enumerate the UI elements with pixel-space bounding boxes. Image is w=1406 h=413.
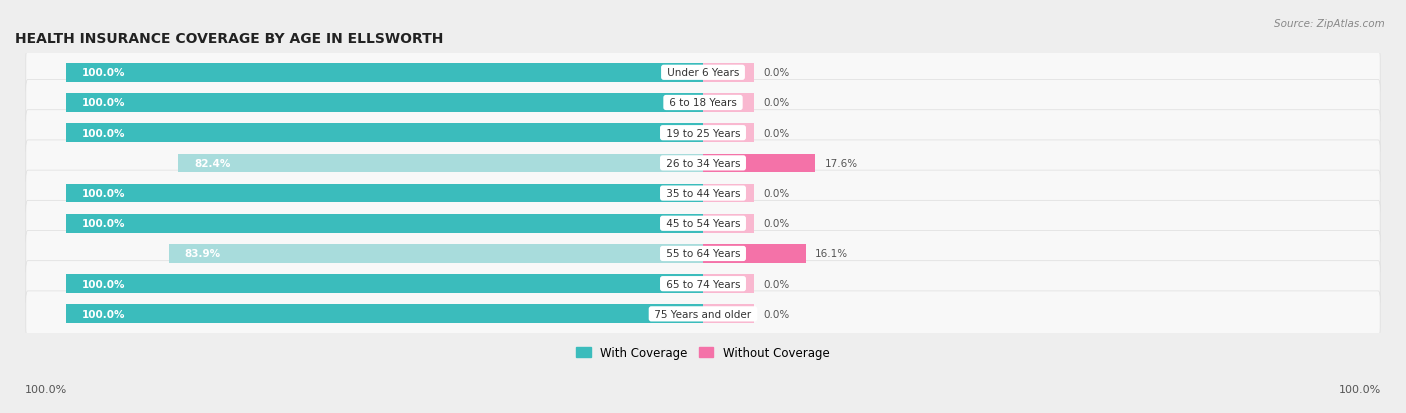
Text: 65 to 74 Years: 65 to 74 Years: [662, 279, 744, 289]
Bar: [169, 244, 703, 263]
Text: 0.0%: 0.0%: [763, 68, 790, 78]
Text: 75 Years and older: 75 Years and older: [651, 309, 755, 319]
Text: 35 to 44 Years: 35 to 44 Years: [662, 189, 744, 199]
FancyBboxPatch shape: [25, 261, 1381, 307]
Text: 100.0%: 100.0%: [82, 219, 125, 229]
Text: 26 to 34 Years: 26 to 34 Years: [662, 159, 744, 169]
Text: 100.0%: 100.0%: [82, 189, 125, 199]
Bar: [703, 124, 754, 143]
FancyBboxPatch shape: [25, 81, 1381, 126]
Text: 100.0%: 100.0%: [82, 68, 125, 78]
Bar: [66, 64, 703, 83]
Bar: [703, 64, 754, 83]
Bar: [66, 94, 703, 113]
Text: Source: ZipAtlas.com: Source: ZipAtlas.com: [1274, 19, 1385, 28]
Text: 0.0%: 0.0%: [763, 279, 790, 289]
FancyBboxPatch shape: [25, 140, 1381, 186]
Text: 0.0%: 0.0%: [763, 219, 790, 229]
FancyBboxPatch shape: [25, 231, 1381, 277]
Bar: [66, 305, 703, 323]
Text: 0.0%: 0.0%: [763, 98, 790, 108]
Text: 0.0%: 0.0%: [763, 128, 790, 138]
FancyBboxPatch shape: [25, 50, 1381, 96]
Bar: [703, 244, 806, 263]
Bar: [703, 305, 754, 323]
Text: 100.0%: 100.0%: [82, 128, 125, 138]
Bar: [703, 275, 754, 293]
FancyBboxPatch shape: [25, 110, 1381, 156]
Text: 100.0%: 100.0%: [82, 279, 125, 289]
Bar: [703, 94, 754, 113]
Text: 100.0%: 100.0%: [82, 309, 125, 319]
Text: 0.0%: 0.0%: [763, 189, 790, 199]
Bar: [66, 275, 703, 293]
Text: 6 to 18 Years: 6 to 18 Years: [666, 98, 740, 108]
Legend: With Coverage, Without Coverage: With Coverage, Without Coverage: [572, 342, 834, 364]
Text: 100.0%: 100.0%: [25, 385, 67, 394]
Text: 100.0%: 100.0%: [82, 98, 125, 108]
Text: 16.1%: 16.1%: [815, 249, 848, 259]
Bar: [66, 214, 703, 233]
Bar: [66, 184, 703, 203]
Text: 17.6%: 17.6%: [825, 159, 858, 169]
Text: 55 to 64 Years: 55 to 64 Years: [662, 249, 744, 259]
FancyBboxPatch shape: [25, 291, 1381, 337]
Text: HEALTH INSURANCE COVERAGE BY AGE IN ELLSWORTH: HEALTH INSURANCE COVERAGE BY AGE IN ELLS…: [15, 31, 443, 45]
FancyBboxPatch shape: [25, 171, 1381, 216]
Text: 100.0%: 100.0%: [1339, 385, 1381, 394]
Text: Under 6 Years: Under 6 Years: [664, 68, 742, 78]
Text: 45 to 54 Years: 45 to 54 Years: [662, 219, 744, 229]
Bar: [703, 214, 754, 233]
Text: 0.0%: 0.0%: [763, 309, 790, 319]
Bar: [703, 184, 754, 203]
Text: 83.9%: 83.9%: [184, 249, 221, 259]
Text: 82.4%: 82.4%: [194, 159, 231, 169]
Bar: [179, 154, 703, 173]
Text: 19 to 25 Years: 19 to 25 Years: [662, 128, 744, 138]
Bar: [703, 154, 815, 173]
Bar: [66, 124, 703, 143]
FancyBboxPatch shape: [25, 201, 1381, 247]
